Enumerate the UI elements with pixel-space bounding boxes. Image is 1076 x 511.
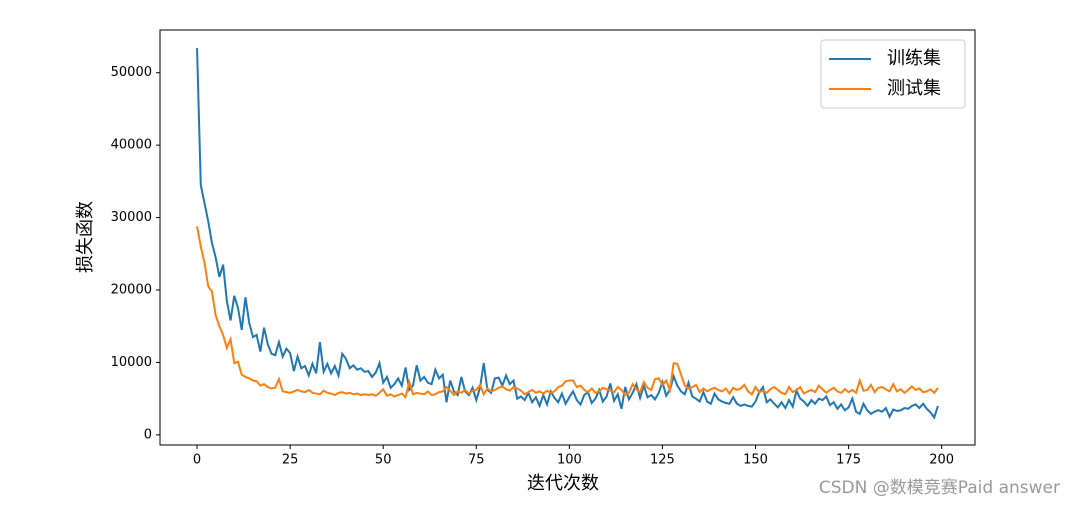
legend-label: 测试集 <box>887 78 941 99</box>
y-tick-label: 30000 <box>111 210 152 225</box>
x-tick-label: 200 <box>929 453 954 468</box>
x-tick-label: 150 <box>743 453 768 468</box>
x-tick-label: 75 <box>468 453 485 468</box>
legend-box <box>820 39 966 109</box>
y-tick-label: 50000 <box>111 65 152 80</box>
y-tick-label: 0 <box>144 427 152 442</box>
plot-frame <box>159 29 976 446</box>
legend-label: 训练集 <box>887 48 941 69</box>
watermark: CSDN @数模竞赛Paid answer <box>819 477 1060 498</box>
x-tick-label: 25 <box>282 453 299 468</box>
x-tick-label: 125 <box>650 453 675 468</box>
x-tick-label: 50 <box>375 453 392 468</box>
y-tick-label: 10000 <box>111 355 152 370</box>
y-tick-label: 40000 <box>111 138 152 153</box>
x-tick-label: 0 <box>193 453 201 468</box>
line-series <box>196 226 939 400</box>
x-tick-label: 175 <box>836 453 861 468</box>
line-series <box>196 48 939 420</box>
x-tick-label: 100 <box>557 453 582 468</box>
x-axis-label: 迭代次数 <box>527 473 599 494</box>
y-tick-label: 20000 <box>111 283 152 298</box>
y-axis-label: 损失函数 <box>75 201 96 273</box>
